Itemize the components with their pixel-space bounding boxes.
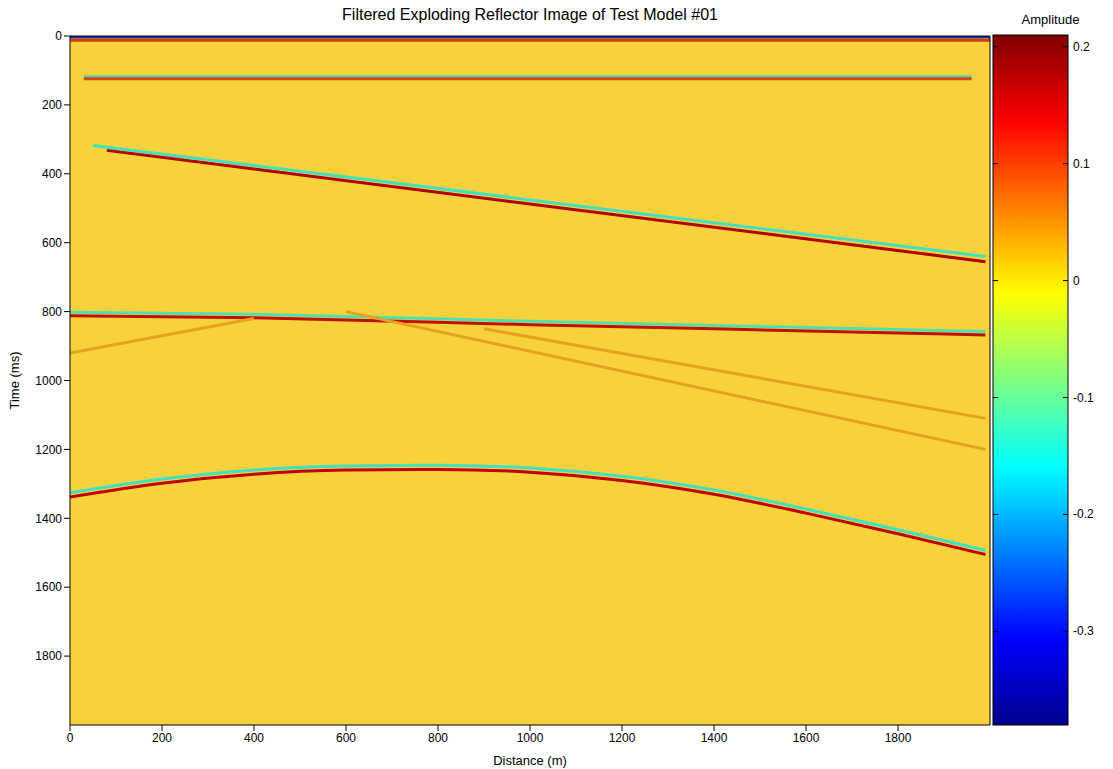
svg-text:1200: 1200 [609,731,636,745]
svg-text:1600: 1600 [793,731,820,745]
svg-text:0: 0 [1073,274,1080,288]
svg-text:Time (ms): Time (ms) [7,351,22,409]
svg-text:800: 800 [428,731,448,745]
html-text:Filtered Exploding Reflector I: Filtered Exploding Reflector Image of Te… [342,6,718,23]
svg-text:200: 200 [42,98,62,112]
svg-text:1000: 1000 [35,374,62,388]
svg-text:Distance (m): Distance (m) [493,753,567,768]
svg-text:400: 400 [244,731,264,745]
svg-text:0.1: 0.1 [1073,157,1090,171]
svg-text:Amplitude: Amplitude [1022,12,1080,27]
svg-text:1400: 1400 [35,512,62,526]
svg-text:1200: 1200 [35,443,62,457]
svg-text:1800: 1800 [35,649,62,663]
svg-text:0: 0 [55,29,62,43]
svg-text:1000: 1000 [517,731,544,745]
svg-text:-0.3: -0.3 [1073,624,1094,638]
svg-text:0.2: 0.2 [1073,40,1090,54]
svg-text:1600: 1600 [35,580,62,594]
svg-text:400: 400 [42,167,62,181]
svg-text:-0.1: -0.1 [1073,391,1094,405]
svg-text:600: 600 [42,236,62,250]
svg-text:200: 200 [152,731,172,745]
svg-text:-0.2: -0.2 [1073,507,1094,521]
svg-text:0: 0 [67,731,74,745]
svg-text:1400: 1400 [701,731,728,745]
svg-text:1800: 1800 [885,731,912,745]
svg-text:800: 800 [42,305,62,319]
svg-text:600: 600 [336,731,356,745]
